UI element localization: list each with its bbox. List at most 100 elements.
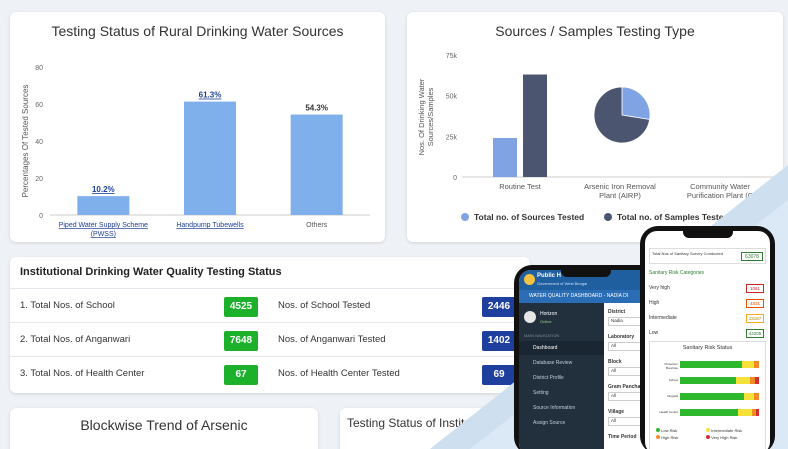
sidebar-item-label: Setting [533,390,549,396]
total-badge: 7648 [224,331,258,351]
bar-low [680,393,744,400]
risk-row-intermediate: Intermediate 13187 [649,314,766,324]
sidebar-item-assign-source[interactable]: Assign Source [519,416,604,430]
risk-label: Intermediate [649,315,677,321]
risk-label: Low [649,330,659,336]
risk-section-title: Sanitary Risk Categories [649,270,705,276]
bar [184,101,236,215]
total-badge: 4525 [224,297,258,317]
sidebar-item-database-review[interactable]: Database Review [519,356,604,370]
risk-label: High [649,300,660,306]
bar-label: School [668,378,678,382]
data-label: 54.3% [305,104,328,113]
logo-icon [524,274,535,285]
legend-high: High Risk [656,435,678,440]
brand-sub: Government of West Bengal [537,281,588,286]
chart1-svg: 0 20 40 60 80 Percentages Of Tested Sources 10… [21,65,370,238]
filter-time-period[interactable]: Time Period [608,434,637,440]
bar-high [752,409,756,416]
bar-high [754,393,759,400]
tested-label: Nos. of School Tested [278,300,371,311]
row-label: 1. Total Nos. of School [20,300,115,311]
risk-value: 13187 [746,314,764,323]
nav-heading: MAIN NAVIGATION [524,333,560,338]
phone-title-bar: WATER QUALITY DASHBOARD - NADIA DI [519,290,654,303]
legend-low: Low Risk [656,428,677,433]
table-row: 3. Total Nos. of Health Center 67 Nos. o… [10,358,530,391]
phone-right: Total Nos of Sanitary Survey Conducted 6… [640,226,775,449]
user-name: Horizon [540,311,558,317]
avatar [524,311,536,323]
x-tick-label: Handpump Tubewells [176,222,244,229]
sidebar-item-label: Source Information [533,405,576,411]
bar-high [754,361,759,368]
tested-label: Nos. of Health Center Tested [278,368,400,379]
institutional-title: Institutional Drinking Water Quality Tes… [10,257,530,289]
bar-label: Health Centre [659,410,678,414]
row-label: 3. Total Nos. of Health Center [20,368,145,379]
bar-intermediate [744,393,754,400]
y-axis-title: Sources/Samples [426,87,435,146]
phone-right-screen: Total Nos of Sanitary Survey Conducted 6… [645,231,770,449]
legend-label: Total no. of Sources Tested [474,212,584,222]
bar [77,196,130,215]
legend-label: Total no. of Samples Tested [617,212,729,222]
chart2-title: Sources / Samples Testing Type [495,23,695,39]
sidebar-item-dashboard[interactable]: Dashboard [519,341,604,355]
bar-low [680,409,738,416]
phone-notch [561,270,611,277]
user-status: Online [540,319,552,324]
bar-very-high [756,409,759,416]
x-tick-label: Purification Plant (C [687,191,754,200]
bar [493,137,517,177]
sidebar-item-setting[interactable]: Setting [519,386,604,400]
filter-label: Gram Panchay [608,384,644,390]
y-tick-label: 25k [446,134,458,141]
y-tick-label: 40 [35,139,43,146]
filter-label: District [608,309,626,315]
phone-left: Public H Government of West Bengal WATER… [514,265,659,449]
y-tick-label: 75k [446,53,458,60]
y-axis-title: Nos. Of Drinking Water [417,78,426,155]
sidebar-item-label: Assign Source [533,420,566,426]
legend-swatch [604,213,612,221]
arsenic-title: Blockwise Trend of Arsenic [80,417,248,433]
tested-badge: 1402 [482,331,516,351]
pie-slice [621,86,651,120]
sidebar-item-label: District Profile [533,375,564,381]
filter-label: Village [608,409,625,415]
y-tick-label: 50k [446,94,458,101]
sidebar-item-source-information[interactable]: Source Information [519,401,604,415]
y-tick-label: 0 [453,175,457,182]
bar-label: Dugwell [667,394,678,398]
y-tick-label: 20 [35,176,43,183]
bar-intermediate [742,361,754,368]
x-tick-label: Others [306,222,328,229]
x-tick-label: (PWSS) [91,231,116,238]
risk-value: 44205 [746,329,764,338]
tested-badge: 2446 [482,297,516,317]
y-tick-label: 60 [35,102,43,109]
data-label: 10.2% [92,185,115,194]
x-tick-label: Community Water [690,182,750,191]
sidebar-item-district-profile[interactable]: District Profile [519,371,604,385]
total-survey-value: 63078 [741,252,763,261]
risk-legend: Low Risk Intermediate Risk High Risk Ver… [656,428,764,448]
sanitary-risk-chart: Sanitary Risk Status Protection Borehole… [649,341,766,449]
bar-low [680,377,736,384]
y-axis-title: Percentages Of Tested Sources [21,85,30,198]
x-tick-label: Routine Test [499,182,541,191]
dashboard-title: WATER QUALITY DASHBOARD - NADIA DI [529,293,629,299]
risk-bar-row: School [652,375,765,387]
testing-status-card: Testing Status of Rural Drinking Water S… [10,12,385,242]
total-survey-box: Total Nos of Sanitary Survey Conducted 6… [649,248,766,264]
filter-label: Block [608,359,622,365]
bar [523,74,547,177]
tested-badge: 69 [482,365,516,385]
row-label: 2. Total Nos. of Anganwari [20,334,131,345]
chart2-svg: 0 25k 50k 75k Nos. Of Drinking Water Sources/… [417,53,783,222]
institution-testing-title: Testing Status of Institut [347,416,475,430]
bar-intermediate [738,409,752,416]
risk-bar-row: Health Centre [652,407,765,419]
risk-value: 1061 [746,284,764,293]
